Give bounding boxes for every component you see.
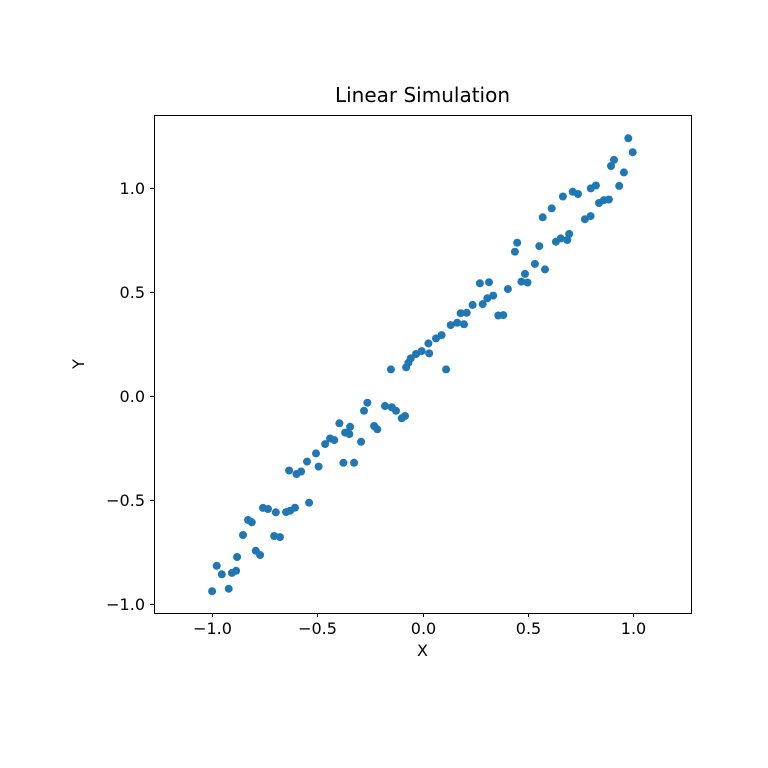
y-tick-label: 0.5	[120, 283, 145, 302]
scatter-point	[521, 269, 529, 278]
scatter-point	[339, 458, 348, 467]
scatter-point	[565, 230, 574, 238]
scatter-point	[271, 508, 280, 517]
scatter-point	[232, 566, 241, 575]
scatter-point	[586, 212, 595, 221]
scatter-point	[264, 505, 272, 513]
scatter-point	[478, 300, 487, 309]
scatter-point	[303, 457, 311, 466]
scatter-point	[297, 467, 306, 476]
scatter-point	[517, 277, 526, 286]
scatter-point	[485, 278, 493, 287]
scatter-point	[556, 234, 565, 243]
scatter-point	[239, 531, 247, 539]
scatter-point	[291, 503, 299, 512]
scatter-point	[604, 195, 613, 204]
scatter-point	[503, 285, 512, 294]
scatter-point	[425, 349, 434, 358]
scatter-point	[208, 587, 217, 596]
y-tick-label: 1.0	[120, 179, 145, 198]
scatter-point	[285, 466, 294, 475]
scatter-point	[321, 440, 330, 449]
scatter-point	[314, 462, 323, 471]
x-axis-label: X	[417, 641, 428, 660]
scatter-point	[574, 190, 582, 198]
scatter-point	[346, 422, 355, 431]
scatter-point	[530, 259, 539, 268]
scatter-point	[523, 278, 532, 287]
axes-frame	[154, 115, 692, 614]
scatter-point	[624, 134, 633, 143]
scatter-point	[510, 247, 519, 256]
scatter-point	[357, 437, 366, 446]
scatter-point	[547, 204, 556, 213]
x-tick-label: −1.0	[193, 619, 232, 638]
y-tick-label: −1.0	[106, 595, 145, 614]
chart-title: Linear Simulation	[334, 83, 511, 107]
scatter-point	[392, 406, 400, 415]
scatter-point	[615, 181, 624, 190]
scatter-point	[607, 162, 615, 170]
scatter-point	[628, 148, 637, 157]
scatter-point	[437, 331, 446, 340]
scatter-point	[386, 365, 395, 374]
scatter-point	[330, 436, 339, 445]
x-tick-label: 0.5	[516, 619, 541, 638]
scatter-point	[453, 318, 462, 327]
scatter-point	[541, 265, 549, 274]
scatter-point	[513, 238, 522, 247]
x-tick-label: 1.0	[621, 619, 646, 638]
scatter-point	[212, 561, 221, 570]
scatter-point	[535, 242, 544, 251]
x-tick-label: 0.0	[411, 619, 436, 638]
y-tick-label: 0.0	[120, 387, 145, 406]
scatter-point	[456, 309, 465, 318]
scatter-point	[360, 406, 368, 415]
scatter-point	[475, 279, 484, 288]
scatter-point	[345, 430, 354, 439]
scatter-point	[373, 425, 382, 434]
scatter-point	[233, 553, 242, 561]
scatter-point	[417, 347, 426, 356]
scatter-point	[256, 551, 265, 559]
scatter-point	[217, 570, 226, 579]
scatter-point	[335, 419, 344, 428]
scatter-point	[305, 498, 314, 507]
scatter-point	[558, 192, 567, 201]
scatter-point	[619, 168, 628, 177]
scatter-point	[442, 365, 451, 374]
scatter-point	[462, 308, 471, 317]
scatter-point	[276, 533, 284, 542]
scatter-point	[424, 339, 433, 348]
scatter-point	[401, 412, 409, 420]
scatter-point	[381, 402, 389, 410]
y-tick-label: −0.5	[106, 491, 145, 510]
scatter-point	[468, 300, 477, 309]
scatter-point	[312, 449, 320, 458]
scatter-point	[406, 354, 415, 363]
scatter-point	[489, 291, 498, 300]
scatter-point	[460, 320, 468, 329]
y-axis-label: Y	[69, 359, 88, 369]
scatter-point	[538, 213, 547, 222]
scatter-point	[247, 518, 256, 527]
scatter-point	[591, 181, 600, 190]
scatter-point	[563, 236, 572, 244]
scatter-point	[446, 321, 455, 330]
scatter-point	[224, 584, 233, 593]
scatter-point	[363, 398, 372, 407]
scatter-point	[610, 155, 618, 164]
scatter-point	[350, 458, 359, 467]
x-tick-label: −0.5	[298, 619, 337, 638]
scatter-point	[499, 311, 508, 320]
